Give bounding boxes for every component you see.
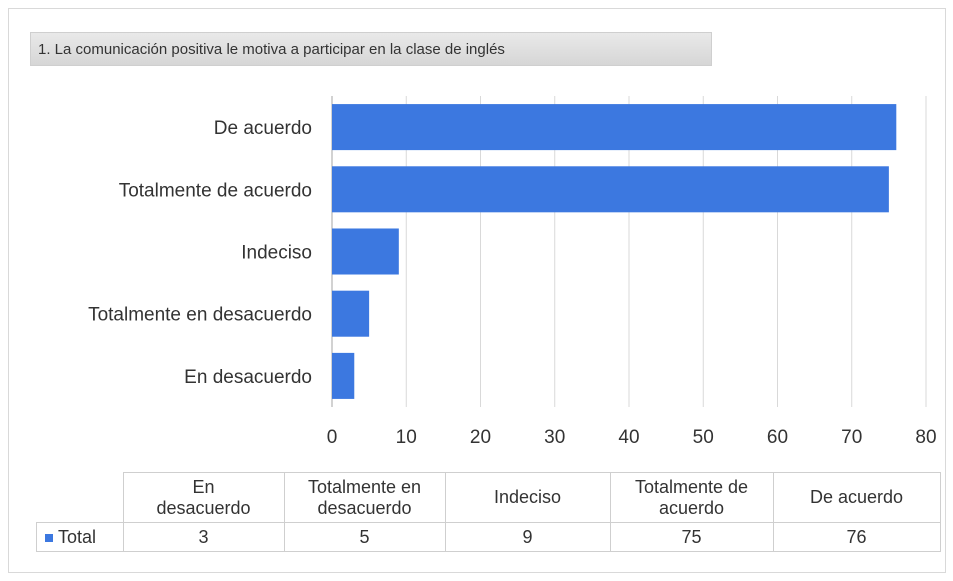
category-label: Totalmente de acuerdo xyxy=(119,180,312,201)
x-tick-label: 70 xyxy=(841,427,862,448)
bar xyxy=(332,228,399,275)
category-label: En desacuerdo xyxy=(184,367,312,388)
header-totalmente-de-acuerdo: Totalmente de acuerdo xyxy=(634,476,749,518)
table-value-cell: 9 xyxy=(444,522,611,552)
x-tick-label: 40 xyxy=(618,427,639,448)
bar xyxy=(332,166,889,213)
header-en-desacuerdo: En desacuerdo xyxy=(156,476,251,518)
x-tick-label: 60 xyxy=(767,427,788,448)
x-tick-label: 30 xyxy=(544,427,565,448)
header-totalmente-en-desacuerdo: Totalmente en desacuerdo xyxy=(307,476,422,518)
x-tick-label: 80 xyxy=(915,427,936,448)
data-table: En desacuerdo Totalmente en desacuerdo I… xyxy=(36,472,941,552)
legend-total: Total xyxy=(36,522,124,552)
table-header-cell: Totalmente en desacuerdo xyxy=(283,472,446,523)
table-corner xyxy=(36,472,124,523)
header-de-acuerdo: De acuerdo xyxy=(809,487,904,507)
table-header-cell: Indeciso xyxy=(444,472,611,523)
category-label: Indeciso xyxy=(241,243,312,264)
bar xyxy=(332,104,897,151)
x-tick-label: 10 xyxy=(396,427,417,448)
x-tick-label: 50 xyxy=(693,427,714,448)
bar-chart: 0 10 20 30 40 50 60 70 80 De acuerdo Totalmente de… xyxy=(88,96,937,448)
x-tick-label: 0 xyxy=(327,427,338,448)
bar xyxy=(332,352,355,399)
table-value-cell: 76 xyxy=(772,522,941,552)
table-value-cell: 75 xyxy=(609,522,774,552)
legend-total-label: Total xyxy=(58,526,97,547)
header-indeciso: Indeciso xyxy=(493,487,562,507)
table-header-cell: De acuerdo xyxy=(772,472,941,523)
table-value-cell: 5 xyxy=(283,522,446,552)
table-value-cell: 3 xyxy=(122,522,285,552)
legend-swatch-icon xyxy=(45,533,53,542)
category-label: Totalmente en desacuerdo xyxy=(88,305,312,326)
chart-title-text: 1. La comunicación positiva le motiva a … xyxy=(38,40,505,58)
table-header-cell: Totalmente de acuerdo xyxy=(609,472,774,523)
x-tick-label: 20 xyxy=(470,427,491,448)
bar xyxy=(332,290,370,337)
category-label: De acuerdo xyxy=(214,118,312,139)
chart-title: 1. La comunicación positiva le motiva a … xyxy=(30,32,712,66)
table-header-cell: En desacuerdo xyxy=(122,472,285,523)
